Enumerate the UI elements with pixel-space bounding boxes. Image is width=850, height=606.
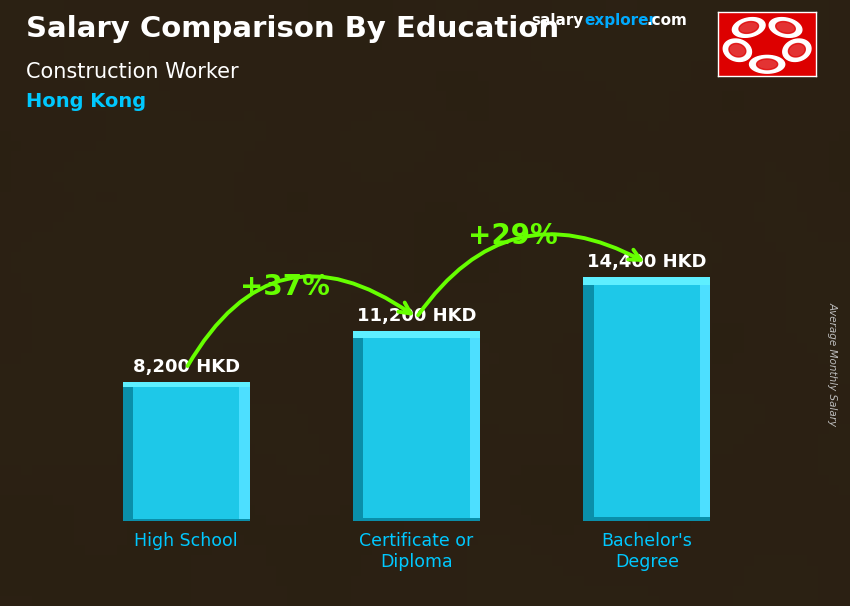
Bar	[353, 518, 480, 521]
Bar	[123, 382, 250, 387]
Bar	[583, 277, 710, 521]
Polygon shape	[739, 22, 758, 33]
Polygon shape	[729, 44, 745, 57]
Text: .com: .com	[646, 13, 687, 28]
Text: +37%: +37%	[241, 273, 330, 301]
Bar	[470, 331, 480, 521]
Bar	[123, 382, 250, 521]
Bar	[700, 277, 710, 521]
Bar	[583, 277, 710, 285]
Text: salary: salary	[531, 13, 584, 28]
Bar	[123, 382, 133, 521]
Text: explorer: explorer	[584, 13, 656, 28]
Text: 11,200 HKD: 11,200 HKD	[357, 307, 476, 325]
Polygon shape	[769, 18, 802, 38]
Bar	[353, 331, 480, 338]
Text: +29%: +29%	[468, 222, 558, 250]
Bar	[353, 331, 363, 521]
Polygon shape	[723, 39, 751, 61]
Text: 8,200 HKD: 8,200 HKD	[133, 358, 240, 376]
Polygon shape	[750, 55, 785, 73]
Text: Average Monthly Salary: Average Monthly Salary	[827, 302, 837, 425]
Bar	[123, 519, 250, 521]
Bar	[240, 382, 250, 521]
Polygon shape	[733, 18, 765, 38]
Polygon shape	[776, 22, 796, 33]
Bar	[353, 331, 480, 521]
Text: Construction Worker: Construction Worker	[26, 62, 238, 82]
Polygon shape	[756, 59, 778, 70]
Bar	[583, 518, 710, 521]
Text: Salary Comparison By Education: Salary Comparison By Education	[26, 15, 558, 43]
Text: 14,400 HKD: 14,400 HKD	[587, 253, 706, 271]
Polygon shape	[783, 39, 811, 61]
Bar	[583, 277, 593, 521]
Polygon shape	[789, 44, 805, 57]
Text: Hong Kong: Hong Kong	[26, 92, 145, 111]
